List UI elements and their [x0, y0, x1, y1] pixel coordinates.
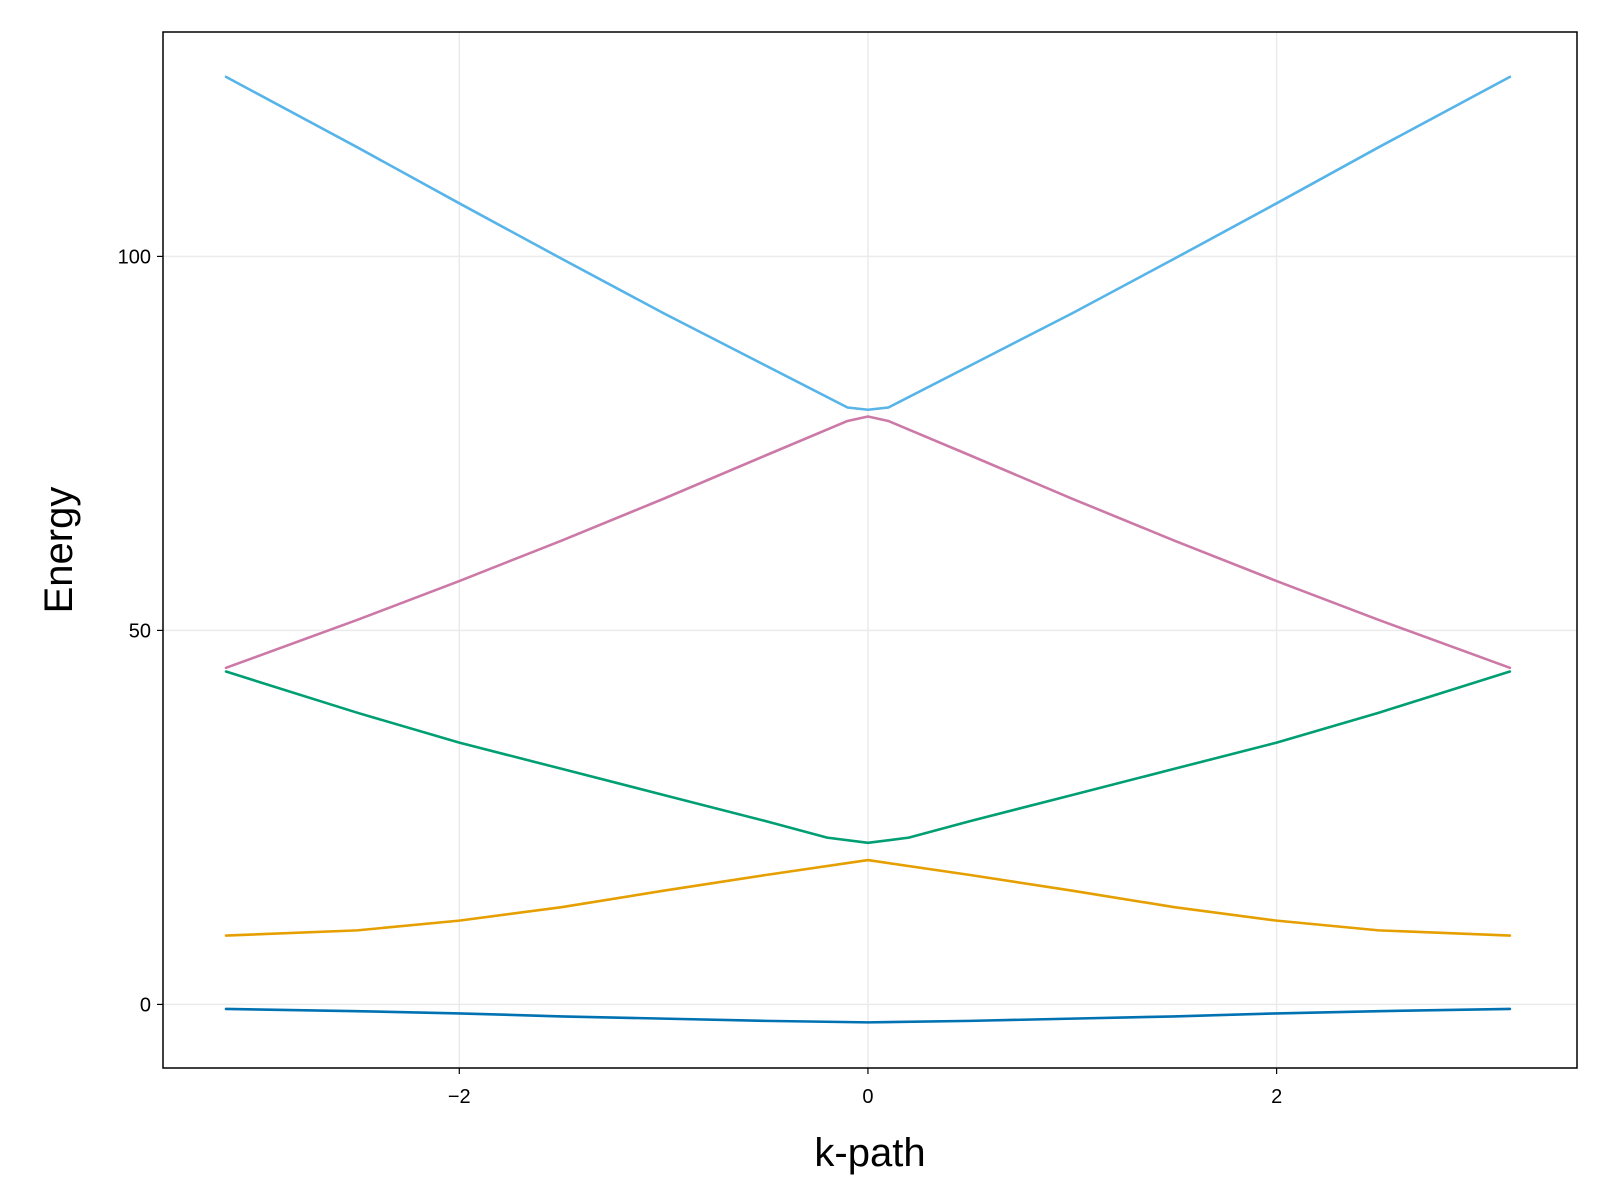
- y-tick-label: 100: [118, 246, 151, 268]
- plot-frame: [162, 31, 1578, 1069]
- y-tick-label: 0: [140, 994, 151, 1016]
- x-tick-label: 2: [1271, 1086, 1282, 1108]
- band-line-2: [224, 858, 1512, 937]
- band-line-5: [224, 75, 1512, 412]
- y-tick-label: 50: [129, 620, 151, 642]
- y-axis-title: Energy: [37, 487, 81, 614]
- x-tick-label: 0: [862, 1086, 873, 1108]
- ticks: −2 0 2 0 50 100: [118, 246, 1283, 1108]
- band-line-3: [224, 670, 1512, 845]
- grid: [163, 32, 1577, 1068]
- band-line-4: [224, 415, 1512, 670]
- band-line-1: [224, 1007, 1512, 1024]
- x-axis-title: k-path: [814, 1131, 925, 1175]
- x-tick-label: −2: [448, 1086, 471, 1108]
- series-layer: [224, 75, 1512, 1024]
